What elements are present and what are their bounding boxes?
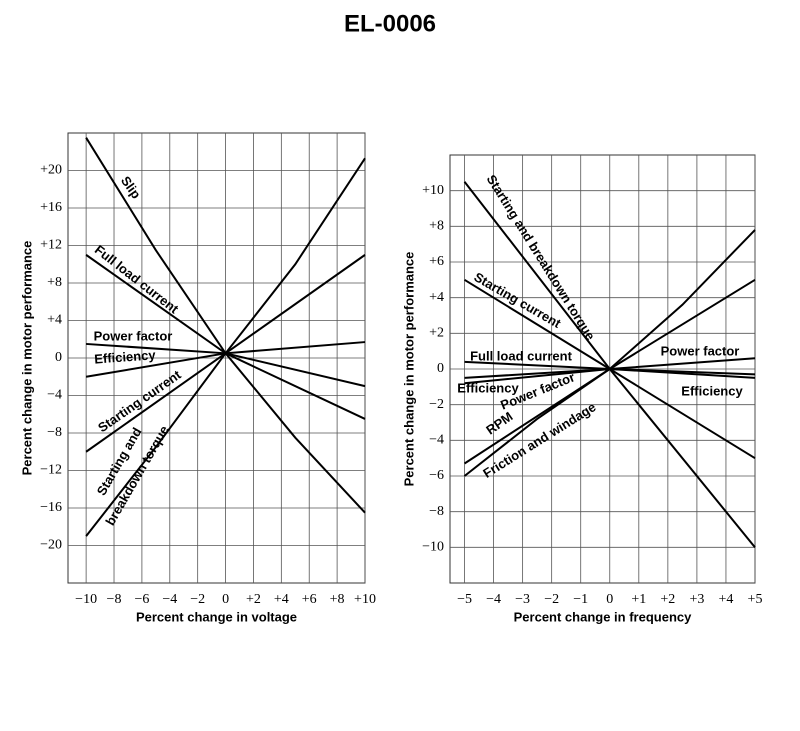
y-tick-label: +8 [429, 219, 444, 234]
y-tick-label: +2 [429, 326, 444, 341]
x-tick-label: +5 [748, 592, 763, 607]
y-tick-label: −8 [429, 504, 444, 519]
x-tick-label: 0 [606, 592, 613, 607]
x-tick-label: +2 [246, 592, 261, 607]
y-tick-label: −20 [40, 538, 62, 553]
x-tick-label: +1 [631, 592, 646, 607]
x-axis-title: Percent change in voltage [136, 609, 297, 624]
x-tick-label: −10 [75, 592, 97, 607]
x-tick-label: +3 [689, 592, 704, 607]
y-tick-label: −6 [429, 468, 444, 483]
x-axis-title: Percent change in frequency [514, 609, 692, 624]
y-tick-label: −4 [47, 388, 62, 403]
series-label: Full load current [92, 242, 182, 317]
series-label: Efficiency [457, 380, 519, 395]
series-label: Power factor [94, 328, 173, 343]
x-tick-label: +8 [330, 592, 345, 607]
page-title: EL-0006 [344, 10, 436, 37]
x-tick-label: +4 [718, 592, 733, 607]
y-tick-label: −16 [40, 500, 62, 515]
x-tick-label: −2 [190, 592, 205, 607]
x-tick-label: −6 [134, 592, 149, 607]
series-label: Efficiency [681, 383, 743, 398]
x-tick-label: −8 [107, 592, 122, 607]
x-tick-label: −4 [162, 592, 177, 607]
series-label: Starting current [95, 367, 184, 436]
y-tick-label: 0 [55, 350, 62, 365]
x-tick-label: −3 [515, 592, 530, 607]
y-tick-label: +4 [429, 290, 444, 305]
y-tick-label: +16 [40, 200, 62, 215]
x-tick-label: −4 [486, 592, 501, 607]
x-tick-label: −1 [573, 592, 588, 607]
y-tick-label: +8 [47, 275, 62, 290]
x-tick-label: +4 [274, 592, 289, 607]
series-label: Power factor [661, 343, 740, 358]
y-tick-label: −2 [429, 397, 444, 412]
y-tick-label: +6 [429, 254, 444, 269]
y-tick-label: −8 [47, 425, 62, 440]
y-tick-label: +10 [422, 183, 444, 198]
y-tick-label: −4 [429, 433, 444, 448]
x-tick-label: +10 [354, 592, 376, 607]
series-line [463, 229, 756, 477]
y-tick-label: +20 [40, 163, 62, 178]
x-tick-label: +2 [660, 592, 675, 607]
y-axis-title: Percent change in motor performance [401, 252, 416, 487]
x-tick-label: +6 [302, 592, 317, 607]
x-tick-label: −5 [457, 592, 472, 607]
series-label: Slip [118, 173, 144, 201]
x-tick-label: −2 [544, 592, 559, 607]
series-label: Efficiency [94, 347, 157, 366]
y-tick-label: −10 [422, 540, 444, 555]
y-tick-label: 0 [437, 361, 444, 376]
y-tick-label: +4 [47, 313, 62, 328]
series-label: Full load current [470, 348, 573, 363]
y-tick-label: +12 [40, 238, 62, 253]
y-tick-label: −12 [40, 463, 62, 478]
y-axis-title: Percent change in motor performance [19, 241, 34, 476]
series-line [85, 157, 366, 537]
x-tick-label: 0 [222, 592, 229, 607]
